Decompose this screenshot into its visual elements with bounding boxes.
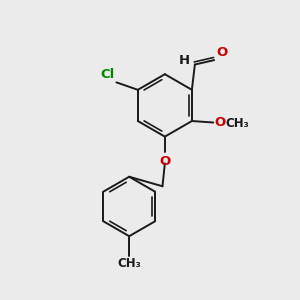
Text: CH₃: CH₃: [117, 257, 141, 270]
Text: CH₃: CH₃: [226, 118, 250, 130]
Text: O: O: [216, 46, 227, 59]
Text: H: H: [178, 54, 190, 67]
Text: Cl: Cl: [101, 68, 115, 81]
Text: O: O: [214, 116, 225, 129]
Text: O: O: [159, 155, 170, 168]
